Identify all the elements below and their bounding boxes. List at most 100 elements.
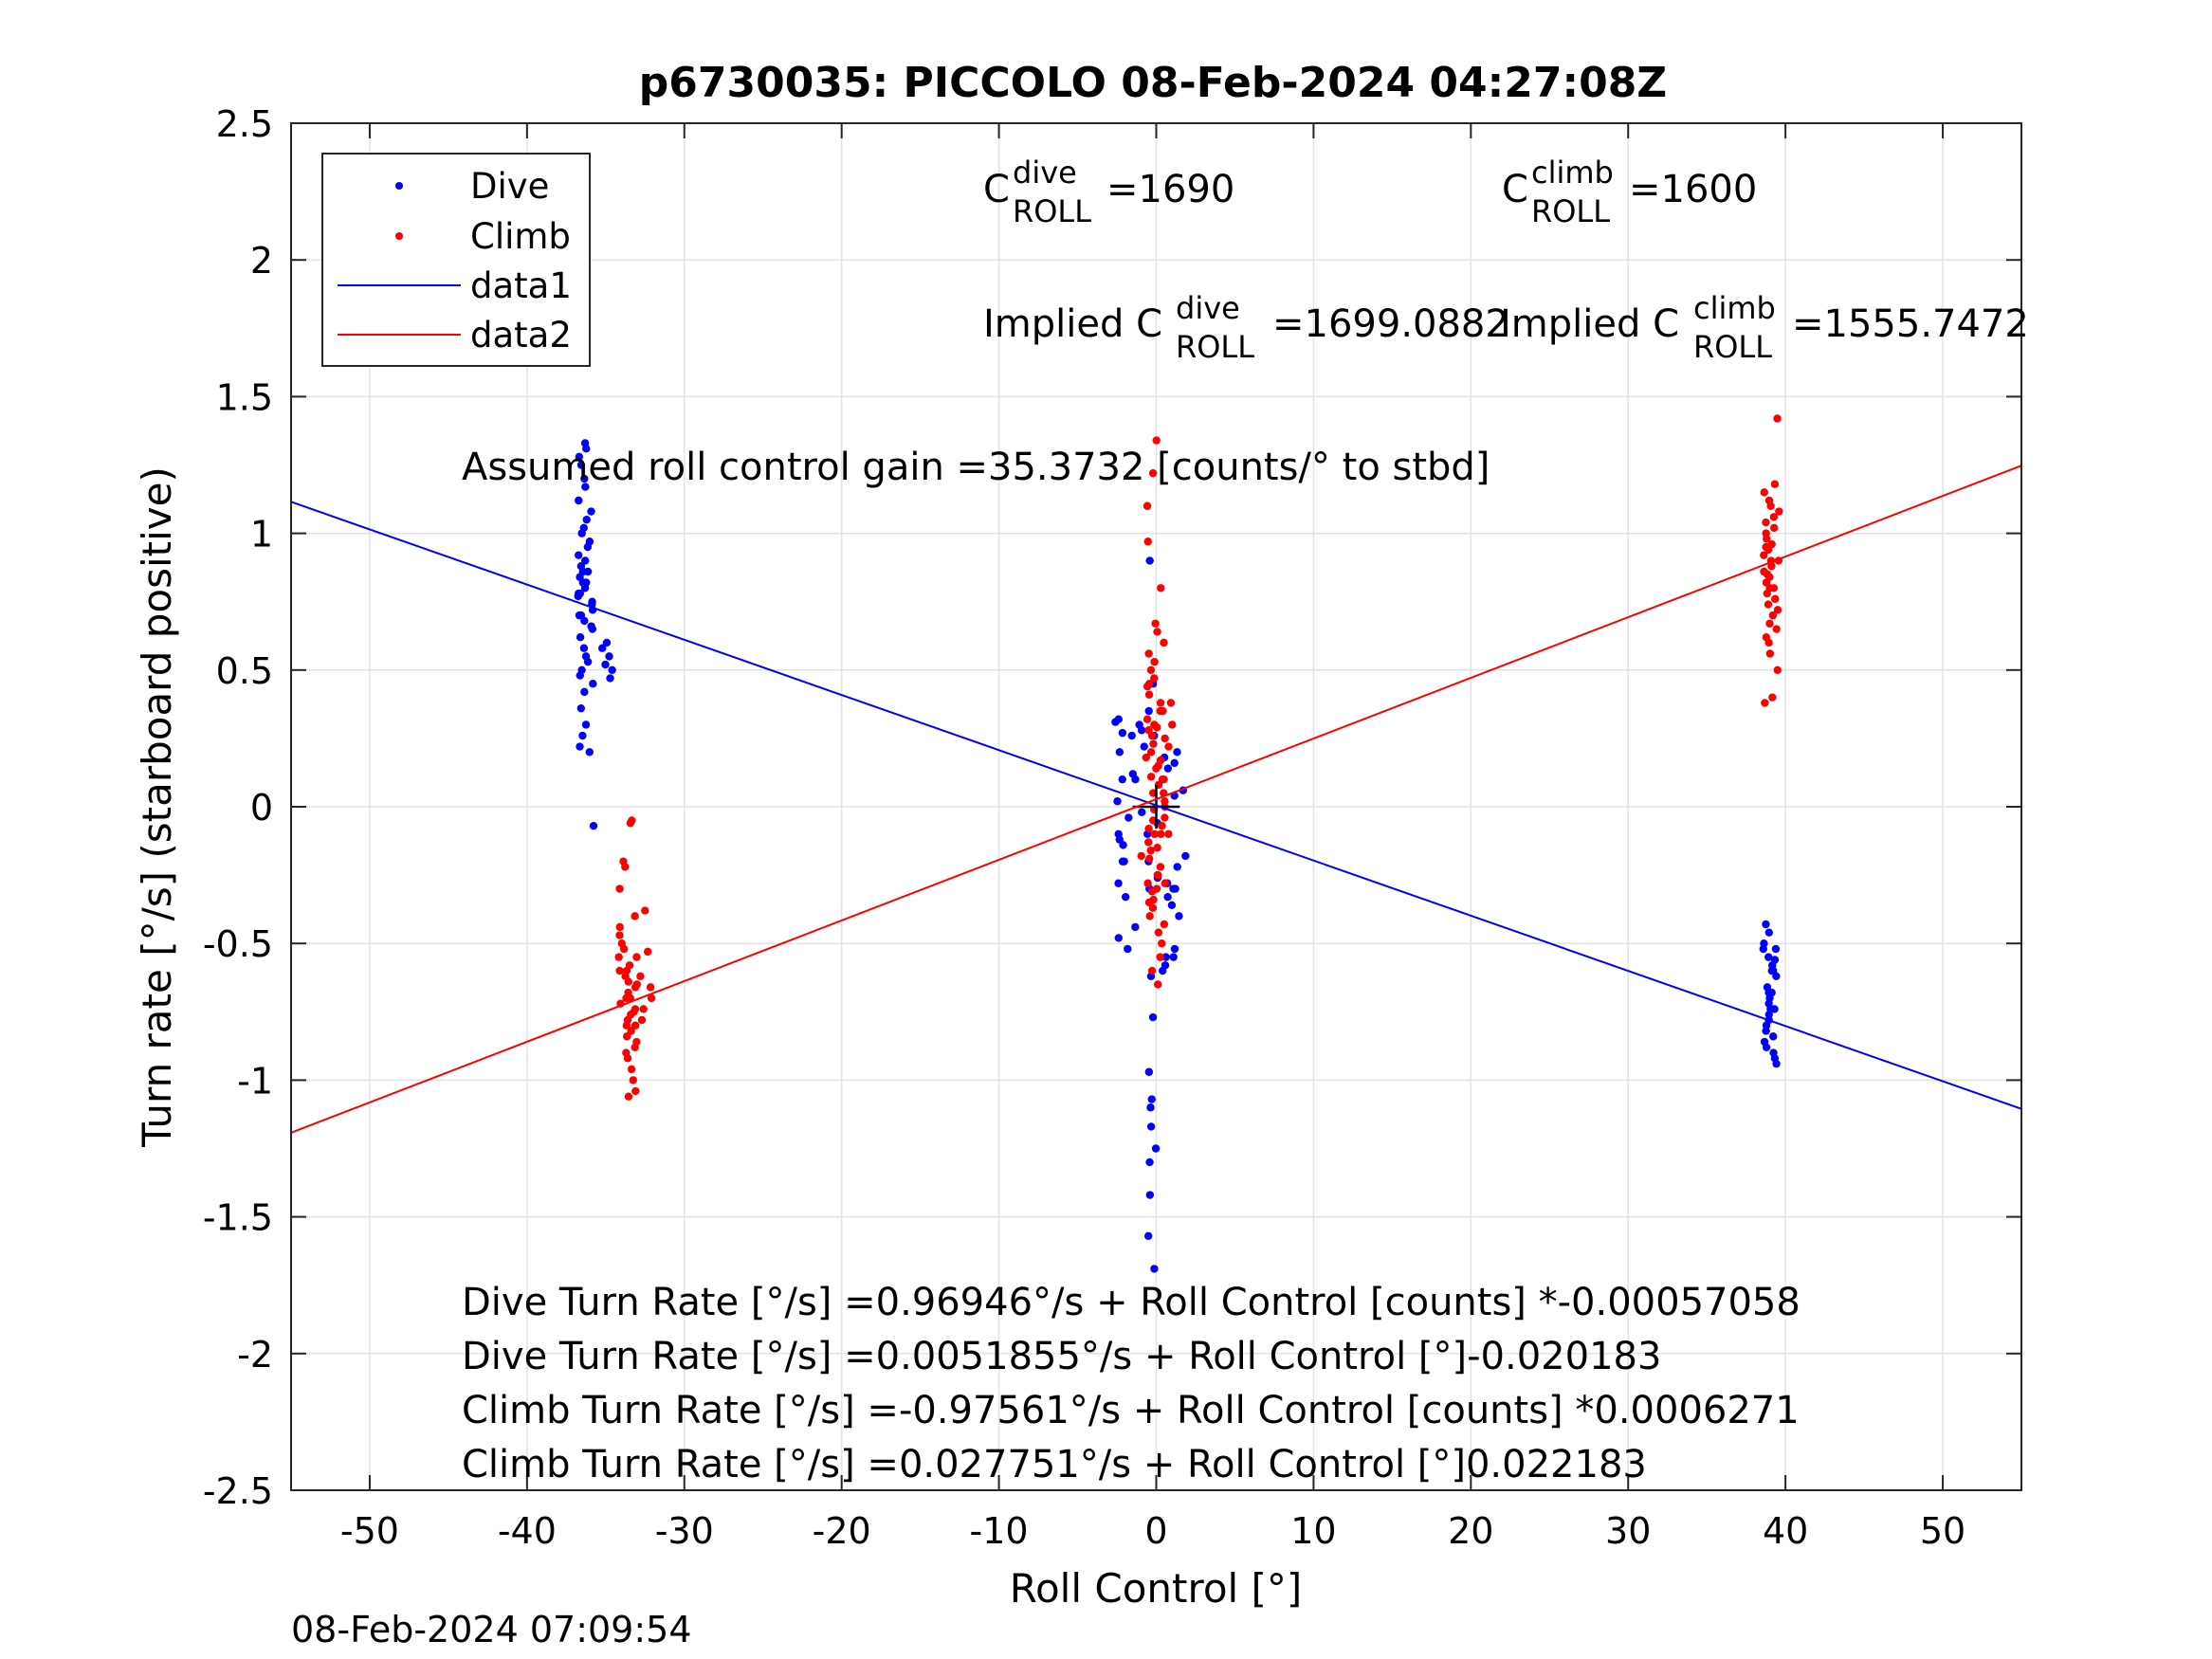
dive-point xyxy=(601,660,610,669)
implied-c-dive-label: Implied C dive ROLL =1699.0882 xyxy=(983,290,1509,365)
climb-point xyxy=(1775,507,1783,516)
climb-point xyxy=(631,1086,640,1096)
dive-point xyxy=(1111,718,1120,726)
dive-point xyxy=(578,567,587,576)
climb-point xyxy=(1773,665,1782,674)
dive-point xyxy=(579,644,589,652)
dive-point xyxy=(577,529,586,538)
climb-point xyxy=(632,953,641,961)
climb-point xyxy=(646,983,655,992)
climb-point xyxy=(1147,966,1157,975)
climb-point xyxy=(1153,870,1162,880)
climb-point xyxy=(1164,742,1173,751)
dive-point xyxy=(583,542,593,552)
dive-point xyxy=(1762,1043,1771,1051)
climb-point xyxy=(622,1021,631,1030)
y-tick-label: 0 xyxy=(250,787,273,829)
climb-point xyxy=(1146,846,1155,855)
climb-point xyxy=(1152,436,1161,445)
dive-equation-degrees: Dive Turn Rate [°/s] =0.0051855°/s + Rol… xyxy=(462,1335,1661,1378)
dive-point xyxy=(587,507,595,516)
dive-point xyxy=(1771,944,1781,954)
dive-point xyxy=(598,644,607,652)
climb-point xyxy=(1161,813,1169,822)
dive-point xyxy=(1147,1095,1156,1103)
c-climb-superscript: climb xyxy=(1531,155,1614,191)
c-dive-subscript: ROLL xyxy=(1013,193,1091,229)
y-tick-label: -2.5 xyxy=(203,1470,273,1512)
x-tick-label: 10 xyxy=(1290,1510,1336,1552)
climb-point xyxy=(1765,584,1774,592)
dive-point xyxy=(1121,892,1130,902)
climb-point xyxy=(1763,570,1772,579)
climb-point xyxy=(1157,830,1165,839)
dive-point xyxy=(1146,1122,1156,1131)
climb-point xyxy=(643,947,652,957)
dive-point xyxy=(1137,726,1146,735)
climb-point xyxy=(1761,699,1769,707)
climb-point xyxy=(1146,748,1156,757)
dive-point xyxy=(1144,1231,1153,1240)
climb-point xyxy=(1160,920,1169,929)
climb-point xyxy=(1772,625,1781,633)
climb-point xyxy=(1768,611,1778,620)
implied-climb-value: =1555.7472 xyxy=(1792,302,2029,346)
climb-point xyxy=(623,1032,631,1041)
climb-point xyxy=(624,1092,633,1101)
climb-point xyxy=(1152,884,1161,893)
dive-point xyxy=(1148,1012,1158,1022)
climb-point xyxy=(1160,775,1168,784)
climb-point xyxy=(1150,657,1159,666)
climb-point xyxy=(1153,628,1161,636)
dive-point xyxy=(585,748,594,757)
climb-point xyxy=(1146,665,1156,674)
climb-point xyxy=(1764,600,1773,609)
climb-point xyxy=(1137,851,1145,861)
legend-data2-label: data2 xyxy=(470,315,572,356)
climb-point xyxy=(1160,638,1168,647)
y-tick-label: 2 xyxy=(250,240,273,282)
climb-point xyxy=(1142,753,1150,762)
climb-point xyxy=(1143,501,1152,510)
climb-point xyxy=(1760,551,1768,559)
dive-point xyxy=(1114,934,1124,942)
roll-gain-annotation: Assumed roll control gain =35.3732 [coun… xyxy=(462,446,1490,489)
c-climb-subscript: ROLL xyxy=(1531,193,1610,229)
climb-point xyxy=(1166,699,1176,707)
climb-point xyxy=(1765,619,1774,628)
legend-dive-marker xyxy=(395,182,403,190)
dive-point xyxy=(578,731,587,740)
climb-point xyxy=(1164,830,1173,839)
c-dive-value: =1690 xyxy=(1106,168,1234,211)
dive-point xyxy=(1769,966,1778,975)
dive-point xyxy=(1167,901,1177,910)
climb-point xyxy=(627,1027,635,1035)
climb-point xyxy=(621,863,630,871)
implied-c-climb-label: Implied C climb ROLL =1555.7472 xyxy=(1500,290,2029,365)
climb-point xyxy=(1144,690,1154,699)
climb-point xyxy=(1144,898,1154,907)
climb-point xyxy=(624,977,633,986)
x-tick-label: -10 xyxy=(970,1510,1029,1552)
dive-point xyxy=(1173,863,1181,871)
y-tick-label: 1 xyxy=(250,514,273,556)
dive-point xyxy=(1146,1103,1155,1112)
climb-point xyxy=(1145,912,1154,921)
climb-point xyxy=(1168,720,1177,729)
legend-dive-label: Dive xyxy=(470,166,549,207)
climb-point xyxy=(615,931,624,939)
climb-point xyxy=(1773,414,1782,423)
climb-point xyxy=(1766,501,1775,510)
legend: Dive Climb data1 data2 xyxy=(321,153,591,367)
legend-climb-marker xyxy=(395,232,403,240)
climb-point xyxy=(1154,980,1162,989)
climb-point xyxy=(1151,619,1160,628)
implied-dive-prefix: Implied C xyxy=(983,302,1162,346)
legend-climb-label: Climb xyxy=(470,216,571,257)
dive-point xyxy=(1113,797,1122,806)
dive-point xyxy=(1762,920,1770,929)
climb-point xyxy=(1143,879,1152,887)
implied-dive-subscript: ROLL xyxy=(1176,329,1254,365)
climb-point xyxy=(614,953,623,961)
climb-point xyxy=(1143,715,1152,723)
